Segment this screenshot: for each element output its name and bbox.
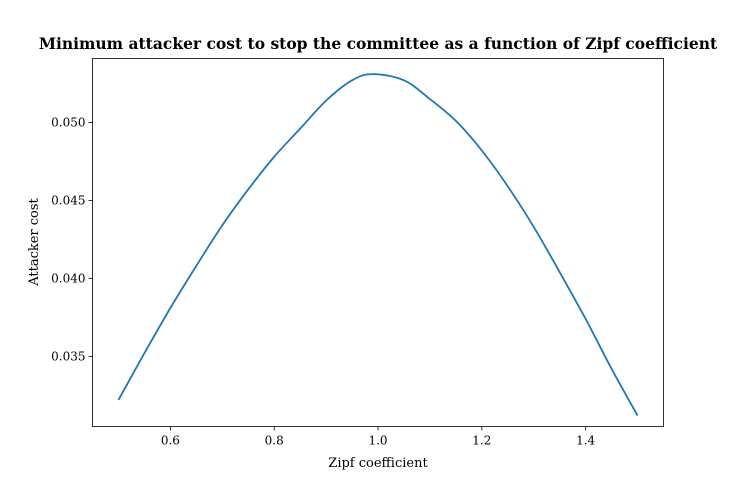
x-tick-label: 1.0 (368, 434, 387, 448)
plot-frame (92, 58, 664, 427)
series-layer (117, 73, 639, 417)
y-tick-label: 0.040 (51, 271, 85, 285)
y-axis: 0.035 0.040 0.045 0.050 (51, 115, 93, 363)
x-axis-label: Zipf coefficient (328, 456, 428, 471)
y-tick-label: 0.045 (51, 193, 85, 207)
x-axis: 0.6 0.8 1.0 1.2 1.4 (161, 426, 596, 448)
x-tick-label: 0.6 (161, 434, 180, 448)
series-line (117, 73, 639, 417)
x-tick-label: 0.8 (265, 434, 284, 448)
y-tick-label: 0.035 (51, 349, 85, 363)
y-tick-label: 0.050 (51, 115, 85, 129)
chart-title: Minimum attacker cost to stop the commit… (39, 34, 718, 53)
x-tick-label: 1.4 (576, 434, 595, 448)
x-tick-label: 1.2 (472, 434, 491, 448)
y-axis-label: Attacker cost (27, 197, 42, 286)
